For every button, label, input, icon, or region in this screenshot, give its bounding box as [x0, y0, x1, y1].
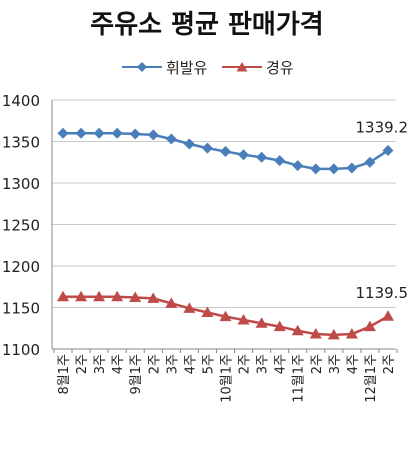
- grid-lines: [52, 99, 396, 308]
- data-point: [309, 328, 322, 339]
- x-tick-label: 3주: [256, 354, 271, 374]
- data-point: [111, 127, 123, 139]
- x-tick-label: 4주: [274, 354, 289, 374]
- y-tick-label: 1150: [2, 300, 40, 318]
- y-tick-label: 1100: [2, 341, 40, 359]
- data-point: [147, 292, 160, 303]
- x-tick-label: 11월1주: [292, 354, 307, 403]
- y-tick-label: 1250: [2, 217, 40, 235]
- data-point: [165, 297, 178, 308]
- x-tick-label: 9월1주: [129, 354, 144, 395]
- data-point: [291, 324, 304, 336]
- x-tick-label: 4주: [183, 354, 198, 374]
- series-diesel: [57, 290, 394, 340]
- data-point: [129, 128, 141, 140]
- data-point: [75, 127, 87, 139]
- data-point: [382, 310, 394, 321]
- axes: [51, 100, 398, 353]
- x-tick-label: 2주: [238, 354, 253, 374]
- data-point: [147, 129, 159, 141]
- x-tick-label: 2주: [382, 354, 397, 374]
- data-point: [255, 317, 268, 328]
- legend: 휘발유 경유: [0, 56, 414, 78]
- data-point: [57, 290, 69, 302]
- x-tick-label: 10월1주: [220, 354, 235, 403]
- x-tick-label: 2주: [310, 354, 325, 374]
- data-point: [273, 320, 286, 332]
- data-point: [201, 142, 213, 154]
- y-tick-label: 1300: [2, 175, 40, 193]
- data-point: [328, 163, 340, 175]
- data-point: [346, 162, 358, 174]
- legend-label-gasoline: 휘발유: [166, 58, 208, 77]
- x-tick-label: 3주: [93, 354, 108, 374]
- data-point: [201, 306, 214, 317]
- data-point: [256, 151, 268, 163]
- legend-diesel-marker-icon: [222, 62, 262, 72]
- data-point: [382, 144, 394, 156]
- legend-item-gasoline: 휘발유: [122, 56, 207, 78]
- data-point: [183, 138, 195, 150]
- data-point: [363, 320, 376, 332]
- x-tick-label: 4주: [111, 354, 126, 374]
- chart-title: 주유소 평균 판매가격: [90, 10, 324, 40]
- data-point: [220, 145, 231, 157]
- data-point: [93, 290, 106, 302]
- x-tick-label: 4주: [346, 354, 361, 374]
- series-gasoline: [57, 127, 394, 175]
- x-tick-label: 3주: [328, 354, 343, 374]
- series: [57, 127, 394, 340]
- x-tick-label: 2주: [75, 354, 90, 374]
- y-tick-labels: 1100 1150 1200 1250 1300 1350 1400: [2, 92, 40, 359]
- x-tick-label: 2주: [147, 354, 162, 374]
- data-point: [364, 156, 376, 168]
- data-labels: 1339.2 1139.5: [356, 118, 409, 302]
- data-label: 1339.2: [356, 118, 409, 136]
- x-tick-labels: 8월1주 2주 3주 4주 9월1주 2주 3주 4주 5주 10월1주 2주 3주 4주 11월1주 2주…: [57, 354, 397, 403]
- y-tick-label: 1200: [2, 258, 40, 276]
- data-label: 1139.5: [356, 284, 409, 302]
- data-point: [165, 133, 177, 145]
- legend-gasoline-marker-icon: [122, 62, 162, 72]
- data-point: [345, 328, 358, 339]
- data-point: [292, 160, 304, 172]
- y-tick-label: 1350: [2, 134, 40, 152]
- data-point: [57, 127, 69, 139]
- legend-label-diesel: 경유: [266, 58, 294, 77]
- data-point: [75, 290, 88, 302]
- data-point: [310, 163, 322, 175]
- data-point: [111, 290, 124, 302]
- x-tick-label: 8월1주: [57, 354, 72, 395]
- data-point: [327, 328, 340, 340]
- legend-item-diesel: 경유: [222, 56, 294, 78]
- data-point: [237, 313, 250, 325]
- x-tick-label: 12월1주: [364, 354, 379, 403]
- data-point: [274, 155, 286, 167]
- data-point: [93, 127, 105, 139]
- data-point: [238, 149, 250, 161]
- data-point: [129, 291, 142, 303]
- data-point: [183, 302, 196, 313]
- y-tick-label: 1400: [2, 92, 40, 110]
- x-tick-label: 3주: [165, 354, 180, 374]
- x-tick-label: 5주: [201, 354, 216, 374]
- data-point: [219, 310, 232, 322]
